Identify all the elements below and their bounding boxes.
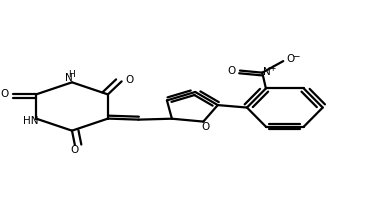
Text: O: O bbox=[0, 89, 9, 99]
Text: N: N bbox=[65, 73, 73, 83]
Text: HN: HN bbox=[23, 116, 38, 126]
Text: −: − bbox=[292, 51, 300, 60]
Text: +: + bbox=[269, 64, 276, 73]
Text: H: H bbox=[69, 71, 75, 79]
Text: O: O bbox=[286, 54, 295, 64]
Text: O: O bbox=[228, 66, 236, 76]
Text: O: O bbox=[71, 145, 79, 155]
Text: O: O bbox=[201, 122, 210, 132]
Text: O: O bbox=[125, 75, 134, 85]
Text: N: N bbox=[263, 67, 271, 77]
